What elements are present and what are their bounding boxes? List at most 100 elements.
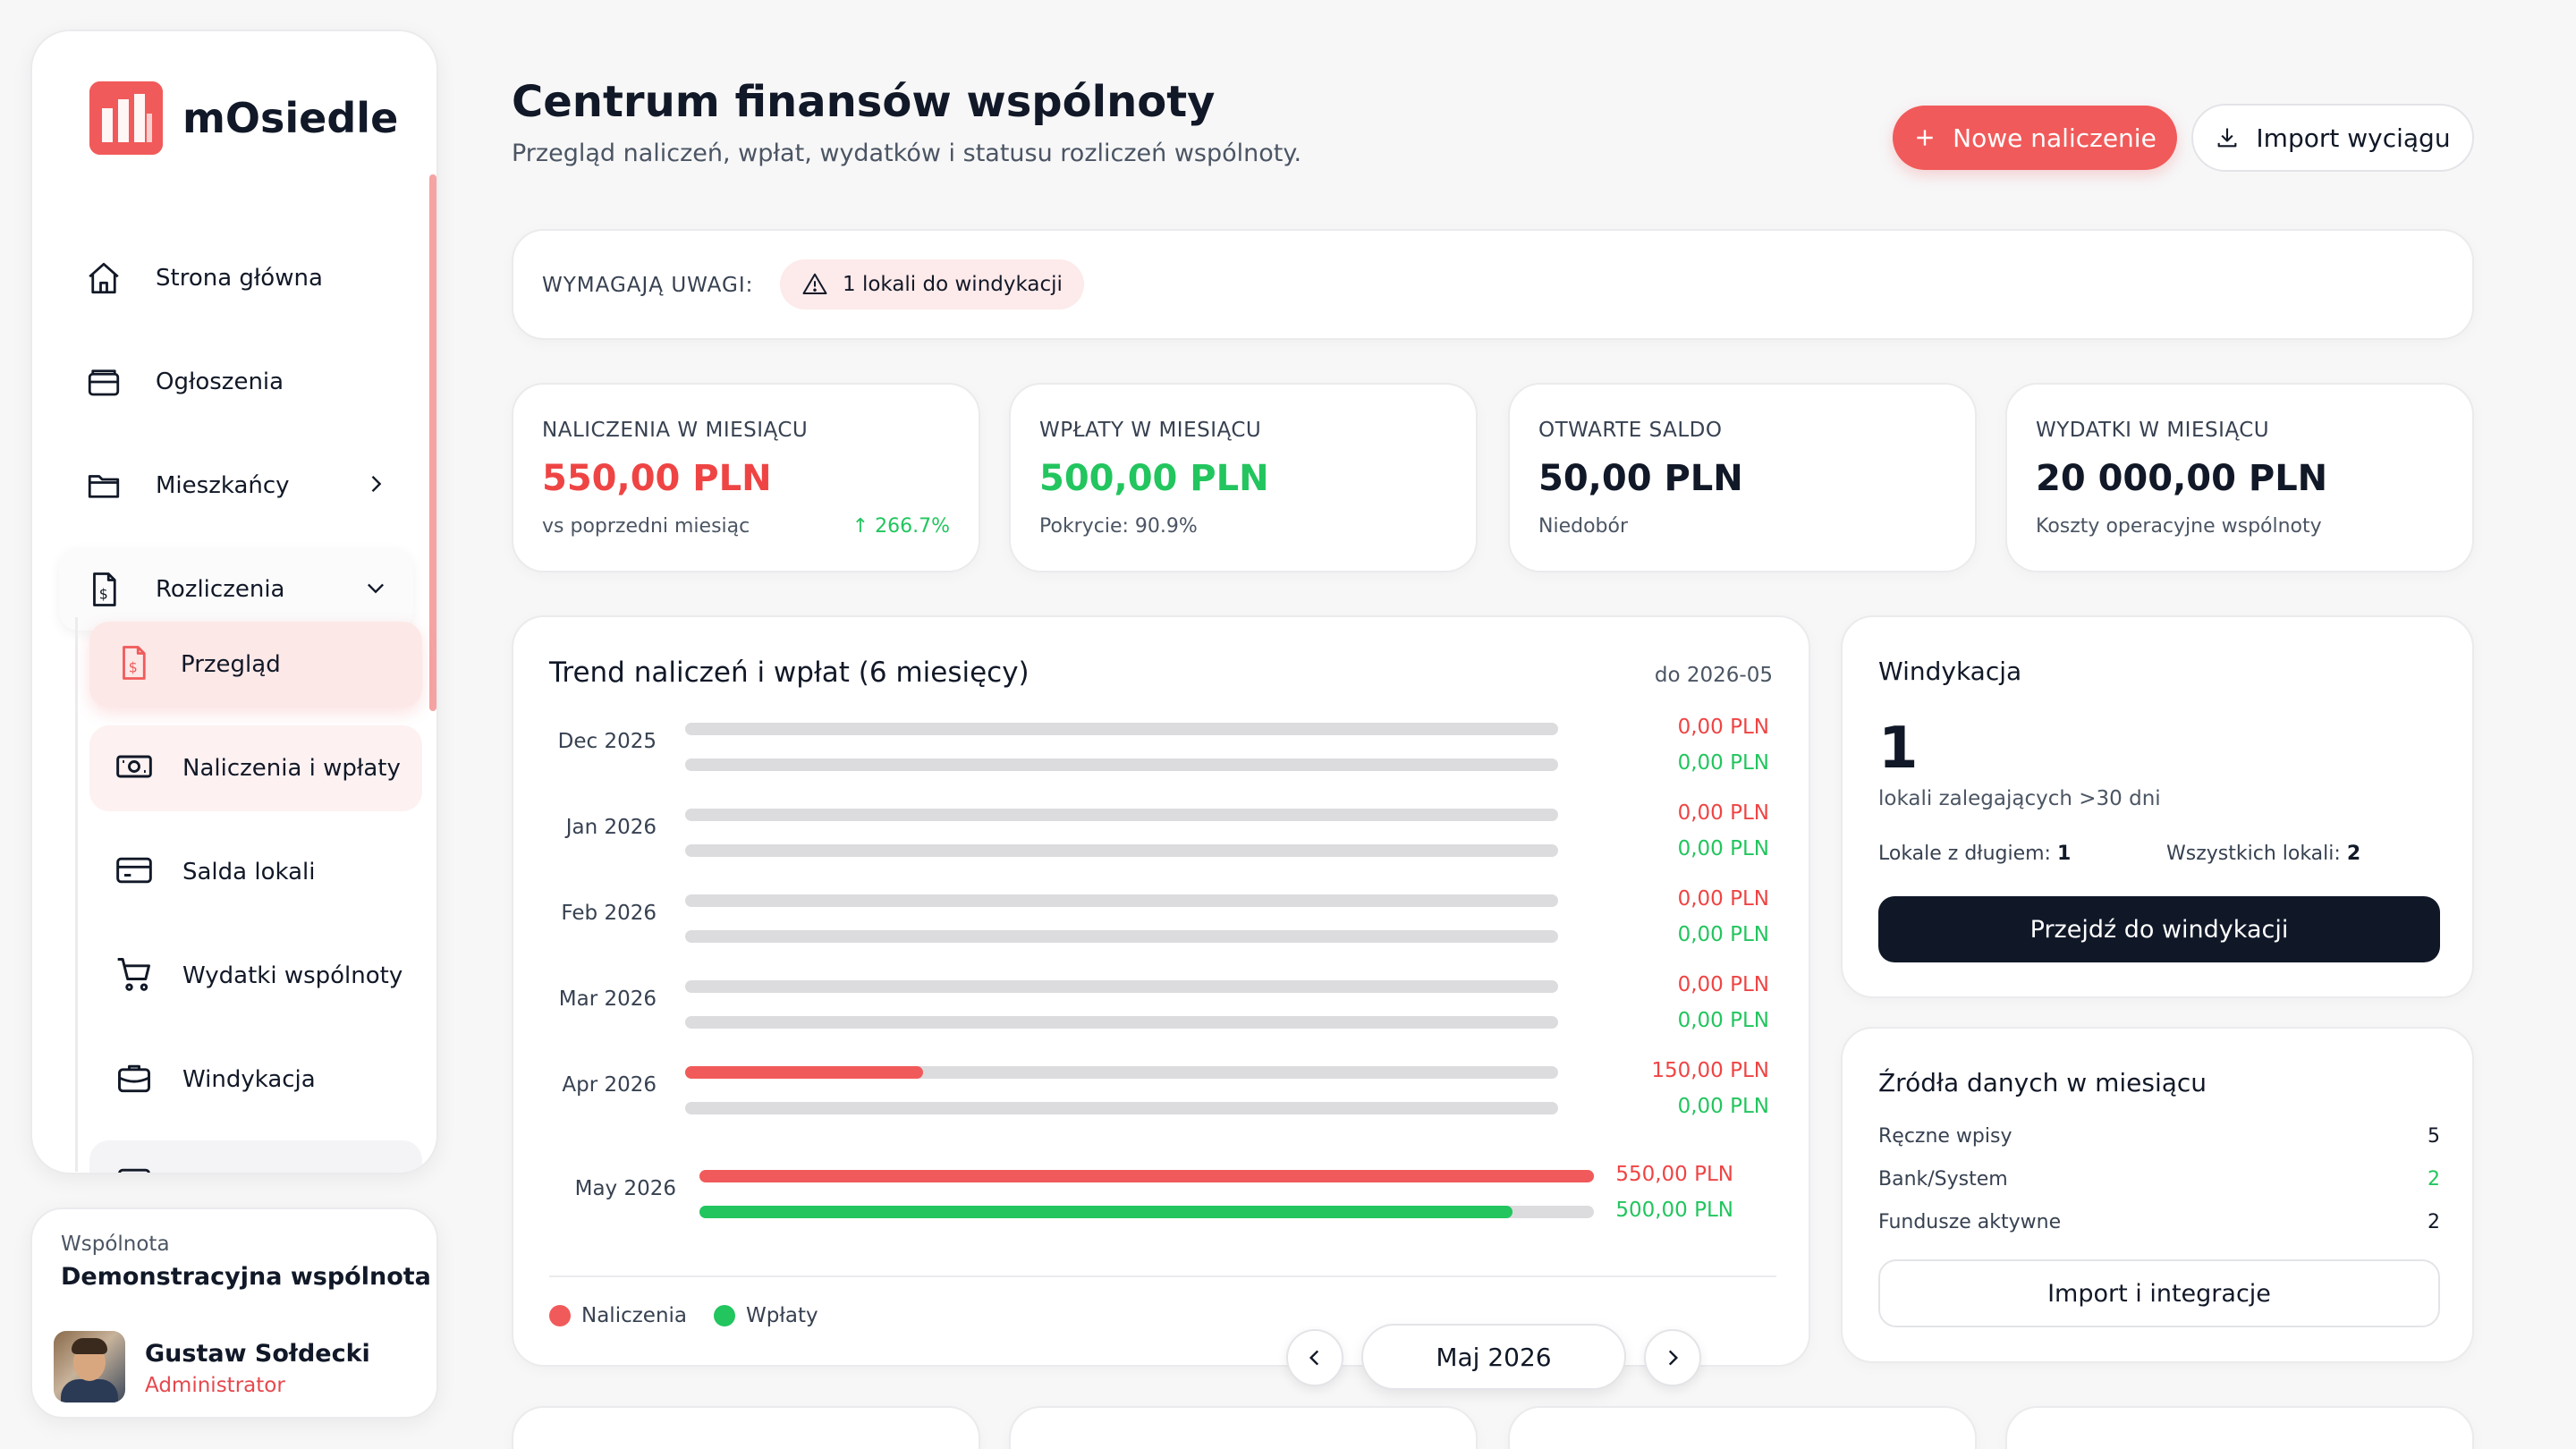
subnav-item-unit-balances[interactable]: Salda lokali xyxy=(89,829,422,915)
trend-month-label: Apr 2026 xyxy=(562,1073,657,1097)
trend-value-charges: 0,00 PLN xyxy=(1677,887,1769,911)
source-value: 2 xyxy=(2428,1211,2440,1233)
go-to-debt-collection-button[interactable]: Przejdź do windykacji xyxy=(1878,896,2440,962)
document-dollar-icon: $ xyxy=(114,644,152,685)
all-units-label: Wszystkich lokali: xyxy=(2166,843,2341,865)
trend-value-charges: 550,00 PLN xyxy=(1615,1163,1733,1186)
source-value: 2 xyxy=(2428,1168,2440,1191)
trend-value-payments: 500,00 PLN xyxy=(1615,1199,1733,1222)
trend-month-label: May 2026 xyxy=(574,1177,676,1200)
kpi-label: NALICZENIA W MIESIĄCU xyxy=(542,419,809,442)
trend-value-payments: 0,00 PLN xyxy=(1677,751,1769,775)
inbox-icon xyxy=(84,362,123,402)
debt-collection-count: 1 xyxy=(1878,716,1919,782)
new-charge-button[interactable]: Nowe naliczenie xyxy=(1893,106,2177,170)
sidebar-item-label: Ogłoszenia xyxy=(156,369,284,395)
trend-value-payments: 0,00 PLN xyxy=(1677,923,1769,946)
trend-legend: Naliczenia Wpłaty xyxy=(549,1304,845,1327)
sidebar-item-label: Mieszkańcy xyxy=(156,472,290,499)
avatar[interactable] xyxy=(54,1331,125,1402)
svg-text:$: $ xyxy=(99,586,108,603)
sidebar-item-home[interactable]: Strona główna xyxy=(59,237,413,319)
sidebar-item-residents[interactable]: Mieszkańcy xyxy=(59,445,413,527)
trend-month-label: Dec 2025 xyxy=(557,730,657,753)
trend-month-label: Mar 2026 xyxy=(558,987,657,1011)
kpi-sub: vs poprzedni miesiąc xyxy=(542,515,750,538)
home-icon xyxy=(84,258,123,298)
source-row: Ręczne wpisy 5 xyxy=(1878,1125,2440,1148)
attention-pill[interactable]: 1 lokali do windykacji xyxy=(780,259,1084,309)
trend-bar-track-payments xyxy=(685,930,1558,943)
source-label: Ręczne wpisy xyxy=(1878,1125,2012,1148)
svg-text:$: $ xyxy=(129,659,138,676)
kpi-label: WYDATKI W MIESIĄCU xyxy=(2036,419,2270,442)
import-integrations-button[interactable]: Import i integracje xyxy=(1878,1259,2440,1327)
plus-icon xyxy=(1913,126,1936,149)
kpi-value: 50,00 PLN xyxy=(1538,458,1743,499)
legend-item-payments: Wpłaty xyxy=(714,1304,818,1327)
kpi-value: 550,00 PLN xyxy=(542,458,772,499)
community-card[interactable]: Wspólnota Demonstracyjna wspólnota Gusta… xyxy=(30,1208,438,1419)
attention-label: WYMAGAJĄ UWAGI: xyxy=(542,274,754,297)
subnav-item-partial[interactable] xyxy=(89,1140,422,1173)
source-label: Fundusze aktywne xyxy=(1878,1211,2062,1233)
trend-bar-payments xyxy=(699,1206,1513,1218)
warning-icon xyxy=(802,273,827,294)
source-row: Bank/System 2 xyxy=(1878,1168,2440,1191)
sidebar-item-settlements[interactable]: $ Rozliczenia xyxy=(59,548,413,631)
attention-pill-label: 1 lokali do windykacji xyxy=(843,273,1063,296)
user-name: Gustaw Sołdecki xyxy=(145,1340,370,1368)
trend-bar-charges xyxy=(699,1170,1594,1182)
trend-card: Trend naliczeń i wpłat (6 miesięcy) do 2… xyxy=(512,615,1810,1367)
kpi-sub: Pokrycie: 90.9% xyxy=(1039,515,1198,538)
kpi-card-expenses: WYDATKI W MIESIĄCU 20 000,00 PLN Koszty … xyxy=(2005,383,2474,572)
legend-label: Wpłaty xyxy=(746,1304,818,1327)
trend-bar-track-payments xyxy=(685,1016,1558,1029)
trend-bar-track-charges xyxy=(685,1066,1558,1079)
credit-card-icon xyxy=(114,851,154,894)
kpi-value: 20 000,00 PLN xyxy=(2036,458,2328,499)
divider xyxy=(549,1275,1776,1277)
subnav-item-debt-collection[interactable]: Windykacja xyxy=(89,1037,422,1123)
legend-dot xyxy=(714,1305,736,1326)
units-with-debt-value: 1 xyxy=(2056,843,2072,865)
kpi-sub: Koszty operacyjne wspólnoty xyxy=(2036,515,2322,538)
chevron-left-icon xyxy=(1309,1350,1319,1366)
trend-value-charges: 0,00 PLN xyxy=(1677,801,1769,825)
trend-value-payments: 0,00 PLN xyxy=(1677,1095,1769,1118)
trend-bar-track-charges xyxy=(685,894,1558,907)
subnav-item-charges-payments[interactable]: Naliczenia i wpłaty xyxy=(89,725,422,811)
sidebar-scrollbar[interactable] xyxy=(429,174,436,711)
legend-dot xyxy=(549,1305,571,1326)
current-month: Maj 2026 xyxy=(1436,1342,1552,1372)
bottom-card xyxy=(1009,1406,1478,1449)
month-selector[interactable]: Maj 2026 xyxy=(1361,1324,1626,1390)
prev-month-button[interactable] xyxy=(1286,1329,1343,1386)
go-to-debt-collection-label: Przejdź do windykacji xyxy=(2029,915,2289,944)
app-logo[interactable]: mOsiedle xyxy=(89,81,398,155)
trend-bar-track-payments xyxy=(685,1102,1558,1114)
trend-range: do 2026-05 xyxy=(1654,664,1773,687)
subnav-item-expenses[interactable]: Wydatki wspólnoty xyxy=(89,933,422,1019)
trend-bar-track-payments xyxy=(685,844,1558,857)
source-row: Fundusze aktywne 2 xyxy=(1878,1211,2440,1233)
kpi-value: 500,00 PLN xyxy=(1039,458,1269,499)
data-sources-title: Źródła danych w miesiącu xyxy=(1878,1068,2207,1097)
community-name: Demonstracyjna wspólnota xyxy=(61,1263,431,1291)
subnav-item-label: Salda lokali xyxy=(182,859,316,886)
sidebar-item-announcements[interactable]: Ogłoszenia xyxy=(59,341,413,423)
trend-row: Apr 2026 150,00 PLN 0,00 PLN xyxy=(513,1050,1809,1136)
debt-collection-title: Windykacja xyxy=(1878,657,2022,686)
trend-month-label: Feb 2026 xyxy=(561,902,657,925)
subnav-item-overview[interactable]: $ Przegląd xyxy=(89,622,422,708)
debt-collection-card: Windykacja 1 lokali zalegających >30 dni… xyxy=(1841,615,2474,998)
import-statement-button[interactable]: Import wyciągu xyxy=(2191,104,2474,172)
next-month-button[interactable] xyxy=(1644,1329,1701,1386)
debt-collection-sub: lokali zalegających >30 dni xyxy=(1878,787,2161,810)
kpi-label: WPŁATY W MIESIĄCU xyxy=(1039,419,1262,442)
cart-icon xyxy=(114,954,154,997)
import-integrations-label: Import i integracje xyxy=(2047,1279,2271,1308)
chevron-right-icon xyxy=(363,471,388,500)
trend-row: Mar 2026 0,00 PLN 0,00 PLN xyxy=(513,964,1809,1050)
trend-value-charges: 0,00 PLN xyxy=(1677,973,1769,996)
